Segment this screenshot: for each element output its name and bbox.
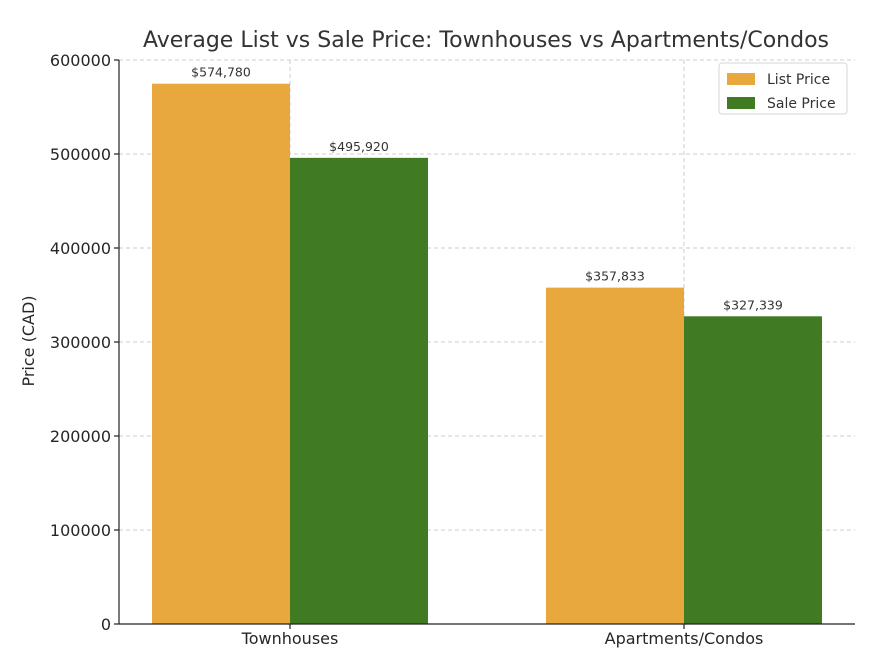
y-tick-label: 200000: [50, 427, 111, 446]
y-tick-label: 600000: [50, 51, 111, 70]
y-tick-label: 300000: [50, 333, 111, 352]
x-tick-label: Apartments/Condos: [605, 629, 764, 648]
y-tick-label: 0: [101, 615, 111, 634]
bar-value-label: $495,920: [329, 139, 389, 154]
bar-value-label: $327,339: [723, 297, 783, 312]
x-tick-label: Townhouses: [241, 629, 339, 648]
legend-label: List Price: [767, 72, 830, 88]
bars: [152, 83, 822, 625]
bar-value-label: $357,833: [585, 269, 645, 284]
legend-label: Sale Price: [767, 96, 836, 112]
y-tick-label: 400000: [50, 239, 111, 258]
y-tick-label: 100000: [50, 521, 111, 540]
legend-swatch: [727, 97, 755, 109]
bar-sale-price-1: [684, 316, 822, 624]
data-labels: $574,780 $357,833 $495,920 $327,339: [191, 65, 783, 313]
y-axis-label: Price (CAD): [19, 295, 38, 386]
chart-title: Average List vs Sale Price: Townhouses v…: [143, 28, 829, 53]
bar-value-label: $574,780: [191, 65, 251, 80]
legend: List Price Sale Price: [718, 62, 848, 115]
axes: 0 100000 200000 300000 400000 500000 600000 Tow…: [50, 51, 855, 648]
bar-list-price-1: [546, 287, 684, 624]
bar-sale-price-0: [290, 157, 428, 624]
legend-swatch: [727, 73, 755, 85]
bar-list-price-0: [152, 83, 290, 625]
y-tick-label: 500000: [50, 145, 111, 164]
